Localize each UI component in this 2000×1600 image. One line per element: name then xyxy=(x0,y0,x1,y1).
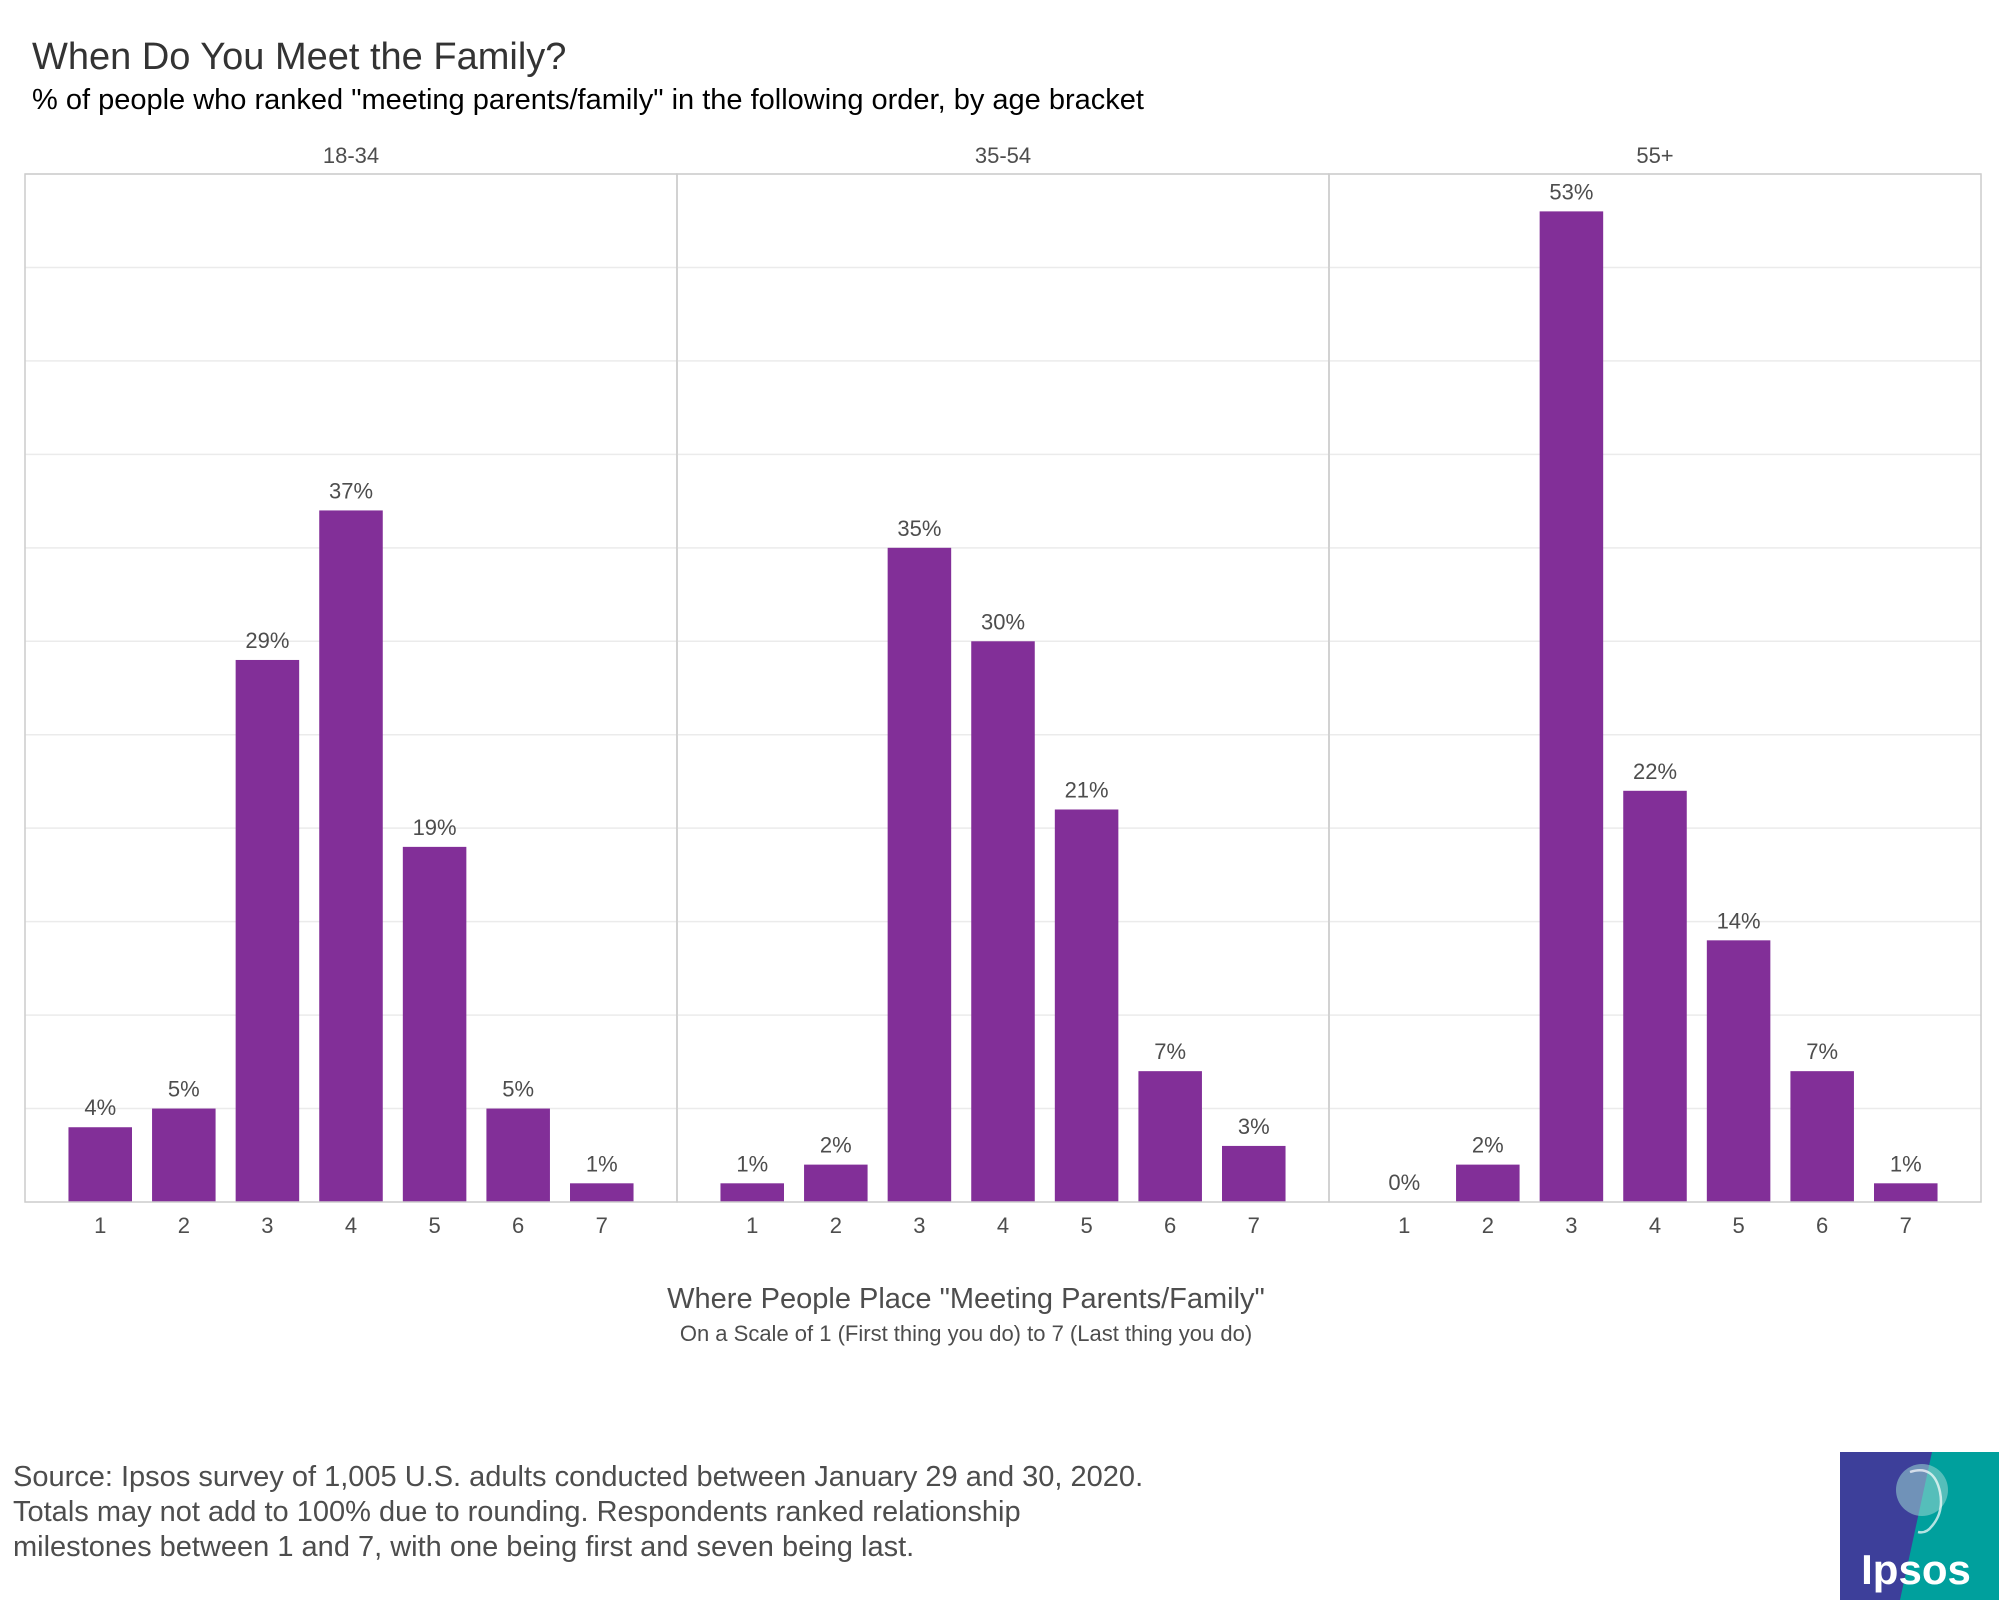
source-line: milestones between 1 and 7, with one bei… xyxy=(13,1531,915,1563)
data-label: 7% xyxy=(1806,1039,1838,1064)
ipsos-logo: Ipsos xyxy=(1840,1452,1999,1600)
data-label: 4% xyxy=(84,1095,116,1120)
bar xyxy=(1054,809,1119,1202)
data-label: 37% xyxy=(329,478,373,503)
bar xyxy=(1138,1071,1202,1202)
bar xyxy=(68,1127,132,1202)
source-line: Totals may not add to 100% due to roundi… xyxy=(13,1496,1021,1528)
x-tick-label: 7 xyxy=(596,1213,608,1238)
bar xyxy=(152,1108,216,1202)
x-axis-title: Where People Place "Meeting Parents/Fami… xyxy=(667,1283,1265,1315)
bar xyxy=(1456,1164,1520,1202)
source-line: Source: Ipsos survey of 1,005 U.S. adult… xyxy=(13,1461,1144,1493)
panel-strip-label: 35-54 xyxy=(975,143,1031,168)
bar xyxy=(1623,790,1687,1202)
panel-strip-label: 18-34 xyxy=(323,143,379,168)
logo-text: Ipsos xyxy=(1861,1546,1971,1593)
chart-title: When Do You Meet the Family? xyxy=(32,36,567,78)
data-label: 7% xyxy=(1154,1039,1186,1064)
bar xyxy=(1874,1183,1938,1202)
bar xyxy=(1222,1145,1286,1202)
data-label: 19% xyxy=(413,815,457,840)
data-label: 1% xyxy=(736,1151,768,1176)
panel-border xyxy=(1328,173,1982,1203)
x-tick-label: 2 xyxy=(1482,1213,1494,1238)
x-axis-subtitle: On a Scale of 1 (First thing you do) to … xyxy=(679,1321,1253,1346)
data-label: 35% xyxy=(897,516,941,541)
data-label: 1% xyxy=(586,1151,618,1176)
x-tick-label: 2 xyxy=(178,1213,190,1238)
data-label: 14% xyxy=(1717,908,1761,933)
source-note: Source: Ipsos survey of 1,005 U.S. adult… xyxy=(13,1460,1313,1565)
data-label: 53% xyxy=(1549,179,1593,204)
data-label: 29% xyxy=(245,628,289,653)
x-tick-label: 6 xyxy=(1164,1213,1176,1238)
data-label: 1% xyxy=(1890,1151,1922,1176)
data-label: 21% xyxy=(1065,777,1109,802)
data-label: 2% xyxy=(1472,1133,1504,1158)
data-label: 22% xyxy=(1633,759,1677,784)
x-tick-label: 7 xyxy=(1248,1213,1260,1238)
x-tick-label: 2 xyxy=(830,1213,842,1238)
x-tick-label: 5 xyxy=(428,1213,440,1238)
x-tick-label: 3 xyxy=(261,1213,273,1238)
x-tick-label: 1 xyxy=(746,1213,758,1238)
data-label: 3% xyxy=(1238,1114,1270,1139)
bar xyxy=(887,547,952,1202)
bar xyxy=(486,1108,550,1202)
data-label: 5% xyxy=(502,1077,534,1102)
bar xyxy=(1706,940,1771,1202)
panel-strip-label: 55+ xyxy=(1636,143,1673,168)
x-tick-label: 4 xyxy=(1649,1213,1661,1238)
bar xyxy=(570,1183,634,1202)
x-tick-label: 3 xyxy=(1565,1213,1577,1238)
x-tick-label: 4 xyxy=(997,1213,1009,1238)
x-tick-label: 1 xyxy=(94,1213,106,1238)
bar xyxy=(720,1183,784,1202)
x-tick-label: 5 xyxy=(1080,1213,1092,1238)
bar xyxy=(319,510,383,1202)
x-tick-label: 6 xyxy=(1816,1213,1828,1238)
x-tick-label: 5 xyxy=(1732,1213,1744,1238)
data-label: 0% xyxy=(1388,1170,1420,1195)
bar xyxy=(235,659,300,1202)
bar xyxy=(804,1164,868,1202)
x-tick-label: 6 xyxy=(512,1213,524,1238)
x-tick-label: 1 xyxy=(1398,1213,1410,1238)
bar xyxy=(1539,211,1604,1202)
bar xyxy=(1790,1071,1854,1202)
data-label: 2% xyxy=(820,1133,852,1158)
bar xyxy=(402,846,467,1202)
x-tick-label: 4 xyxy=(345,1213,357,1238)
faceted-bar-chart: 18-344%15%229%337%419%55%61%735-541%12%2… xyxy=(24,143,1982,1238)
chart-subtitle: % of people who ranked "meeting parents/… xyxy=(32,84,1144,116)
bar xyxy=(971,641,1035,1202)
data-label: 5% xyxy=(168,1077,200,1102)
data-label: 30% xyxy=(981,609,1025,634)
x-tick-label: 7 xyxy=(1900,1213,1912,1238)
x-tick-label: 3 xyxy=(913,1213,925,1238)
